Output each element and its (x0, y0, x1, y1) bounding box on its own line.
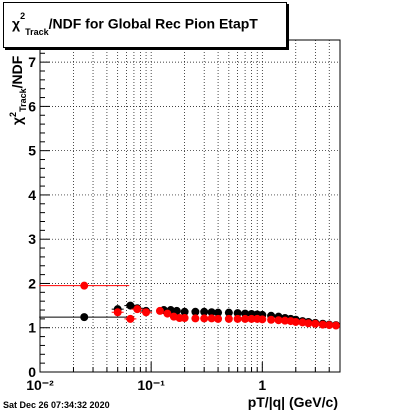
red-data-point (224, 314, 233, 323)
y-tick-label: 6 (28, 98, 36, 114)
red-data-point (207, 314, 216, 323)
y-tick-label: 3 (28, 231, 36, 247)
x-tick-label: 10⁻² (26, 377, 54, 393)
x-tick-label: 10⁻¹ (137, 377, 165, 393)
red-data-point (311, 319, 320, 328)
chart-title: χ2Track/NDF for Global Rec Pion EtapT (12, 11, 258, 38)
red-data-point (318, 320, 327, 329)
tick-labels: 0 1 2 3 4 5 6 7 10⁻² 10⁻¹ 1 (26, 54, 266, 393)
y-tick-label: 2 (28, 275, 36, 291)
black-data-point (207, 308, 216, 317)
svg-text:χ2Track/NDF: χ2Track/NDF (8, 55, 28, 125)
y-tick-label: 5 (28, 143, 36, 159)
y-tick-label: 7 (28, 54, 36, 70)
black-data-point (233, 309, 242, 318)
red-data-point (233, 314, 242, 323)
red-data-point (200, 314, 209, 323)
red-data-point (241, 314, 250, 323)
red-data-point (133, 305, 142, 314)
red-data-point (155, 306, 164, 315)
x-tick-label: 1 (258, 377, 266, 393)
red-data-point (126, 314, 135, 323)
black-data-point (200, 307, 209, 316)
black-data-point (214, 308, 223, 317)
red-data-point (291, 317, 300, 326)
black-data-point (180, 307, 189, 316)
x-axis-label: pT/|q| (GeV/c) (248, 394, 338, 410)
y-tick-label: 4 (28, 187, 36, 203)
red-data-point (280, 316, 289, 325)
black-data-point (224, 308, 233, 317)
red-data-point (163, 309, 172, 318)
black-data-point (80, 313, 89, 322)
red-data-point (214, 314, 223, 323)
red-data-point (331, 321, 340, 330)
black-data-point (126, 301, 135, 310)
y-tick-label: 1 (28, 320, 36, 336)
red-data-point (267, 315, 276, 324)
red-data-point (191, 314, 200, 323)
y-axis-label: χ2Track/NDF (8, 55, 28, 125)
y-tick-label: 0 (28, 364, 36, 380)
red-data-point (80, 281, 89, 290)
red-data-point (298, 318, 307, 327)
chart-title-box: χ2Track/NDF for Global Rec Pion EtapT (3, 2, 287, 48)
timestamp: Sat Dec 26 07:34:32 2020 (3, 400, 110, 410)
red-data-point (180, 313, 189, 322)
red-data-point (304, 319, 313, 328)
red-data-point (247, 314, 256, 323)
data-marks (39, 281, 340, 330)
red-data-point (325, 321, 334, 330)
red-data-point (113, 308, 122, 317)
red-data-point (258, 315, 267, 324)
black-data-point (191, 307, 200, 316)
red-data-point (142, 308, 151, 317)
red-data-point (274, 316, 283, 325)
